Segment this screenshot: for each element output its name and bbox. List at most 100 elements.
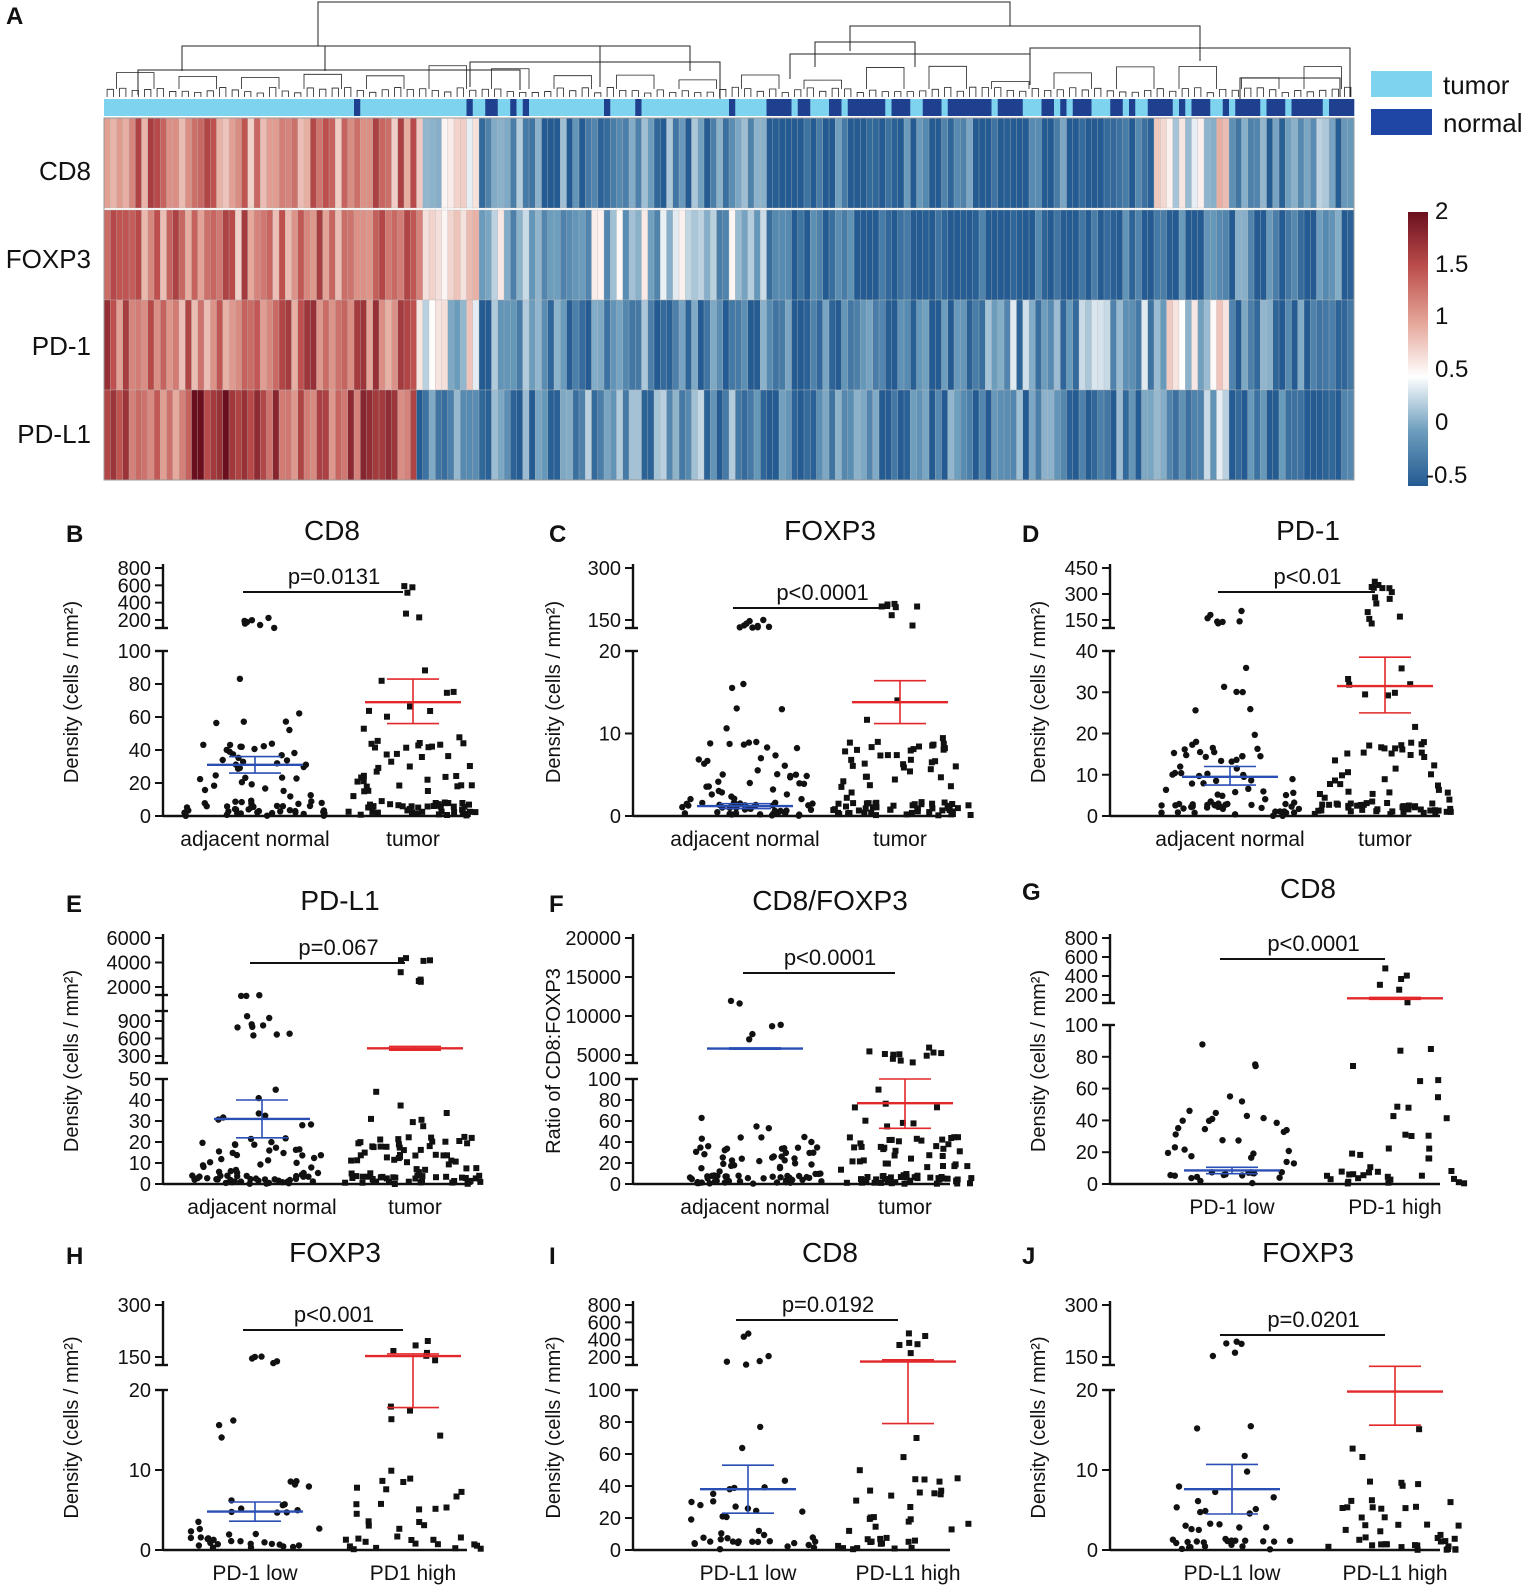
data-point: [1175, 1124, 1182, 1132]
heatmap-cell: [553, 389, 561, 481]
data-point: [353, 1501, 360, 1508]
data-point: [805, 1541, 812, 1549]
heatmap-cell: [291, 389, 299, 481]
heatmap-cell: [528, 209, 536, 301]
heatmap-cell: [297, 299, 305, 391]
heatmap-cell: [972, 117, 980, 209]
dendrogram-branch: [581, 87, 589, 97]
dendrogram-branch: [1056, 89, 1064, 97]
heatmap-cell: [728, 209, 736, 301]
heatmap-cell: [535, 209, 542, 301]
heatmap-cell: [753, 117, 761, 209]
heatmap-cell: [291, 299, 299, 391]
data-point: [383, 1154, 390, 1161]
data-point: [725, 1177, 733, 1185]
data-point: [952, 763, 959, 770]
heatmap-cell: [666, 117, 674, 209]
data-point: [848, 789, 855, 796]
data-point: [268, 1138, 275, 1146]
heatmap-cell: [516, 209, 524, 301]
data-point: [900, 764, 907, 771]
data-point: [473, 1165, 480, 1172]
heatmap-cell: [1247, 299, 1255, 391]
heatmap-cell: [210, 389, 217, 481]
data-point: [422, 667, 428, 674]
heatmap-cell: [166, 209, 174, 301]
chart-title: FOXP3: [784, 515, 876, 546]
data-point: [714, 809, 721, 816]
data-point: [681, 810, 689, 817]
data-point: [228, 1537, 235, 1545]
sample-type-cell: [1022, 99, 1030, 116]
data-point: [933, 1143, 940, 1150]
data-point: [365, 1522, 372, 1529]
data-point: [1247, 1423, 1255, 1430]
p-value: p=0.0201: [1267, 1307, 1359, 1332]
sample-type-cell: [572, 99, 580, 116]
data-point: [940, 740, 947, 747]
heatmap-cell: [403, 299, 411, 391]
data-point: [889, 1055, 896, 1062]
heatmap-cell: [391, 389, 399, 481]
data-point: [1270, 1538, 1278, 1545]
y-tick-label: 20: [599, 1508, 621, 1530]
heatmap-cell: [1116, 209, 1124, 301]
y-tick-label: 600: [118, 1029, 151, 1051]
heatmap-cell: [372, 117, 380, 209]
data-point: [1447, 1499, 1454, 1506]
sample-type-cell: [454, 99, 461, 116]
heatmap-cell: [553, 299, 561, 391]
y-axis-label: Density (cells / mm²): [543, 1336, 565, 1518]
data-point: [715, 778, 722, 785]
data-point: [405, 1178, 412, 1185]
data-point: [1355, 1175, 1362, 1182]
sample-type-cell: [435, 99, 442, 116]
data-point: [1193, 1425, 1201, 1432]
sample-type-cell: [172, 99, 180, 116]
data-point: [901, 1180, 908, 1187]
data-point: [768, 1022, 776, 1030]
heatmap-cell: [185, 117, 192, 209]
heatmap-cell: [910, 209, 917, 301]
data-point: [810, 1544, 818, 1551]
data-point: [918, 1137, 925, 1144]
heatmap-cell: [116, 299, 124, 391]
data-point: [754, 1538, 762, 1546]
data-point: [215, 1148, 223, 1155]
heatmap-cell: [122, 299, 130, 391]
data-point: [209, 1544, 217, 1551]
heatmap-cell: [160, 209, 167, 301]
data-point: [1435, 1094, 1441, 1101]
heatmap-cell: [228, 299, 236, 391]
heatmap-cell: [1303, 389, 1311, 481]
dendrogram-branch: [366, 75, 405, 89]
heatmap-cell: [535, 117, 542, 209]
heatmap-cell: [1085, 299, 1092, 391]
heatmap-cell: [828, 117, 836, 209]
data-point: [1435, 1077, 1442, 1084]
heatmap-cell: [310, 209, 317, 301]
dendrogram-branch: [1241, 77, 1280, 89]
dendrogram-branch: [856, 92, 864, 97]
data-point: [1372, 594, 1379, 601]
heatmap-cell: [197, 209, 205, 301]
heatmap-cell: [1060, 389, 1067, 481]
data-point: [403, 610, 409, 617]
dendrogram-branch: [356, 89, 364, 97]
heatmap-cell: [1116, 117, 1124, 209]
heatmap-cell: [322, 389, 330, 481]
data-point: [739, 1444, 746, 1452]
data-point: [890, 1051, 897, 1058]
data-point: [938, 1487, 945, 1494]
data-point: [472, 809, 479, 816]
chart-title: FOXP3: [289, 1237, 381, 1268]
heatmap-cell: [1303, 209, 1311, 301]
sample-type-cell: [966, 99, 974, 116]
y-tick-label: 30: [1076, 682, 1098, 704]
heatmap-cell: [1266, 209, 1274, 301]
heatmap-cell: [460, 209, 467, 301]
data-point: [424, 776, 431, 783]
heatmap-cell: [616, 389, 624, 481]
data-point: [707, 1538, 714, 1545]
data-point: [412, 1342, 419, 1349]
